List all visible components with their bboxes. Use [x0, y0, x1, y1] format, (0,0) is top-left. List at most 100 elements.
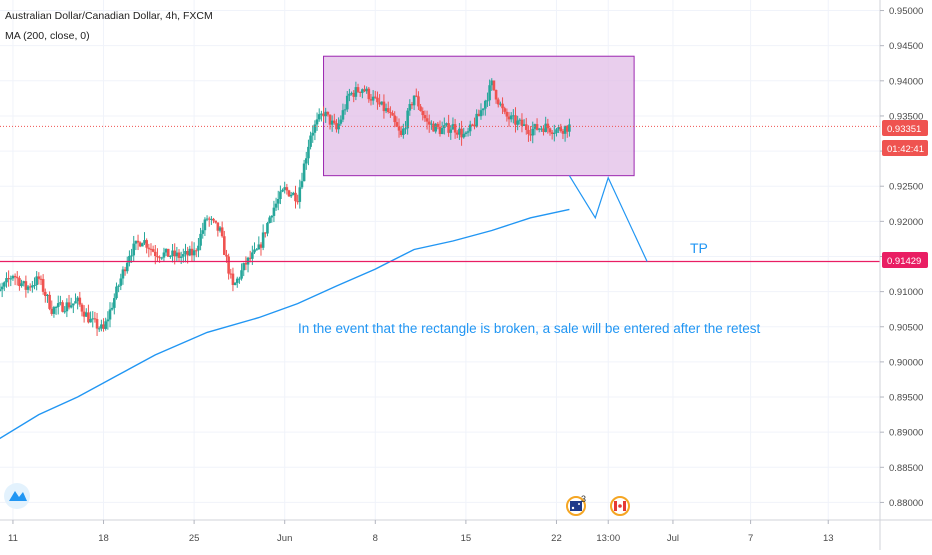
candle-body — [486, 100, 489, 102]
candle-body — [28, 286, 32, 288]
candle-body — [190, 248, 194, 256]
candle-body — [496, 99, 500, 105]
candle-body — [527, 129, 530, 135]
candle-body — [438, 126, 442, 135]
candle-body — [307, 146, 310, 159]
candle-body — [425, 118, 429, 122]
candle — [458, 123, 461, 140]
candle-body — [449, 129, 453, 133]
candle-body — [7, 278, 10, 280]
candle — [20, 279, 23, 288]
candle — [330, 115, 334, 132]
candle — [220, 221, 224, 238]
candle-body — [324, 111, 327, 117]
candle-body — [80, 304, 84, 312]
price-tick-label: 0.89000 — [889, 428, 923, 439]
candle-body — [333, 120, 336, 123]
candle — [128, 250, 131, 267]
candle — [548, 127, 552, 136]
candle — [468, 120, 472, 136]
candle — [309, 131, 312, 150]
candle-body — [192, 250, 196, 256]
candle-body — [406, 110, 409, 129]
tradingview-logo-icon[interactable] — [4, 483, 30, 509]
candle — [343, 104, 347, 115]
candle — [302, 159, 306, 182]
candle-body — [488, 85, 491, 101]
candle — [248, 250, 252, 263]
candle — [229, 268, 233, 279]
candle-body — [565, 125, 569, 132]
candle-body — [322, 113, 325, 117]
candle — [9, 275, 13, 287]
candle — [481, 108, 485, 116]
candle — [550, 130, 554, 140]
candle — [123, 266, 127, 276]
candle-body — [378, 102, 381, 105]
candle — [337, 117, 340, 134]
candle-body — [151, 249, 155, 252]
candle — [95, 312, 99, 336]
candle-body — [464, 132, 468, 134]
candle-body — [365, 88, 368, 92]
candle-body — [535, 124, 539, 130]
candle — [445, 122, 448, 127]
candle — [341, 103, 345, 123]
candle-body — [0, 286, 4, 290]
candle-body — [194, 250, 198, 252]
candle-body — [343, 109, 347, 111]
candle — [56, 295, 60, 315]
candle — [37, 272, 41, 285]
canada-event-badge[interactable] — [610, 496, 630, 516]
candle-body — [369, 99, 373, 101]
candle-body — [361, 89, 364, 93]
candle-body — [177, 252, 181, 258]
candle — [190, 241, 194, 262]
tp-annotation[interactable]: TP — [690, 240, 708, 256]
candle-body — [563, 125, 567, 134]
candle-body — [5, 278, 8, 283]
candle-body — [91, 318, 95, 320]
candle-body — [499, 103, 502, 105]
candle-body — [311, 132, 315, 136]
candle — [89, 311, 92, 323]
candle — [268, 215, 271, 224]
candle-body — [473, 124, 476, 127]
candle — [367, 86, 371, 103]
candle-body — [235, 278, 239, 283]
indicator-label[interactable]: MA (200, close, 0) — [5, 30, 90, 42]
time-axis[interactable]: 11 18 25 Jun 8 15 22 13:00 Jul 7 13 — [8, 520, 834, 544]
time-tick-label: Jun — [277, 533, 292, 544]
candle — [72, 303, 75, 314]
candle — [333, 113, 336, 125]
candle-body — [61, 302, 64, 312]
candle — [145, 238, 148, 254]
candle — [87, 304, 90, 324]
candle-body — [300, 181, 304, 188]
price-tick-label: 0.92500 — [889, 182, 923, 193]
candle-body — [186, 250, 189, 256]
australia-event-badge[interactable]: 3 — [566, 494, 586, 516]
candle-body — [15, 277, 19, 279]
note-annotation[interactable]: In the event that the rectangle is broke… — [298, 321, 761, 336]
candle — [304, 151, 308, 170]
candle-body — [218, 227, 222, 231]
candle — [235, 276, 239, 288]
candle-body — [386, 108, 390, 113]
candle — [494, 89, 498, 104]
candle — [231, 267, 235, 292]
candle — [427, 114, 431, 133]
candle — [352, 90, 356, 103]
candle-body — [276, 198, 280, 204]
candle-body — [434, 123, 437, 132]
candle-body — [93, 318, 97, 320]
symbol-title[interactable]: Australian Dollar/Canadian Dollar, 4h, F… — [5, 10, 213, 22]
candle-body — [231, 273, 235, 285]
candle-body — [48, 294, 51, 309]
candle-body — [257, 244, 261, 250]
candle — [285, 183, 289, 195]
candle-body — [223, 236, 226, 255]
candle-body — [477, 113, 481, 117]
candle — [69, 297, 73, 309]
